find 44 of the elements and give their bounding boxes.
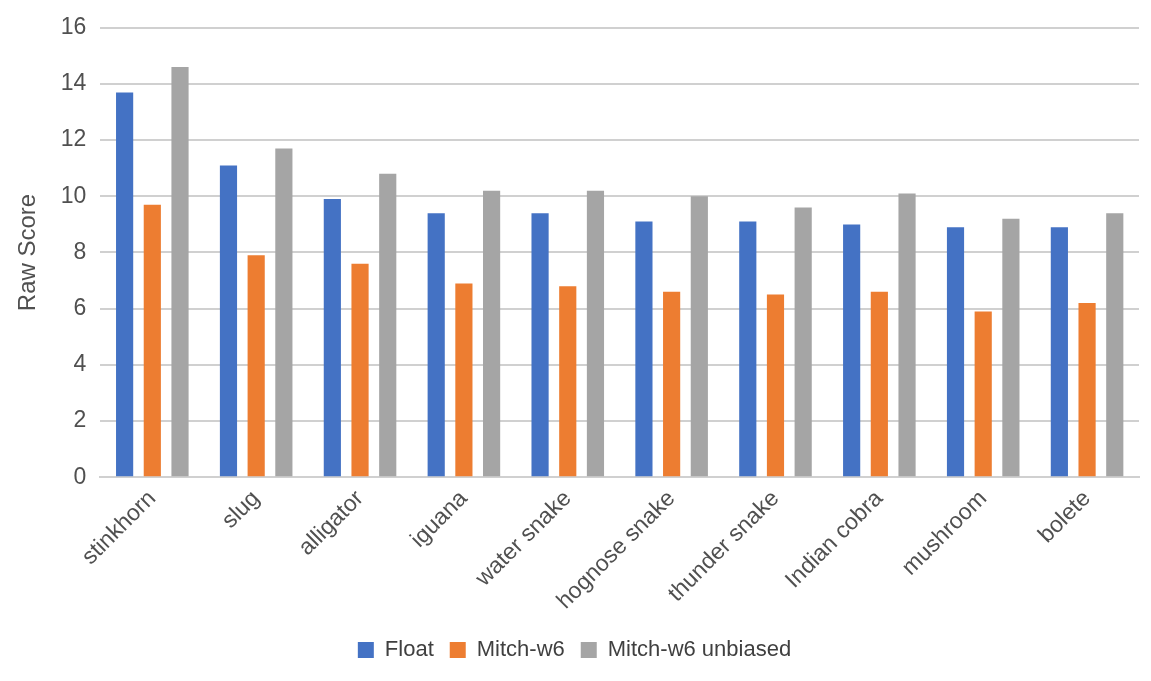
bar	[1106, 213, 1124, 477]
y-tick-label: 10	[60, 181, 87, 208]
bar	[635, 221, 653, 477]
bar	[219, 165, 238, 477]
y-tick-label: 12	[60, 125, 87, 152]
bar	[1078, 303, 1096, 477]
bar	[455, 283, 473, 477]
bar	[898, 193, 916, 477]
legend-label: Mitch-w6	[476, 636, 565, 662]
y-tick-label: 2	[73, 406, 87, 433]
bar	[843, 224, 861, 477]
y-tick-label: 0	[73, 462, 87, 489]
bar	[143, 204, 161, 477]
bar	[870, 291, 888, 477]
bar	[690, 196, 708, 477]
y-tick-label: 4	[73, 350, 87, 377]
legend-label: Float	[384, 636, 434, 662]
bar	[323, 199, 341, 477]
bar	[247, 255, 265, 477]
bar	[794, 207, 812, 477]
bar	[739, 221, 757, 477]
bar	[531, 213, 549, 477]
bar	[586, 190, 605, 477]
bar	[663, 291, 681, 477]
bar	[1050, 227, 1068, 477]
bar	[379, 173, 397, 477]
x-tick-label: slug	[215, 484, 265, 533]
y-axis-title: Raw Score	[13, 193, 41, 312]
bar	[275, 148, 293, 477]
bar	[766, 294, 785, 477]
bar	[483, 190, 501, 477]
bar	[1002, 218, 1020, 477]
legend-label: Mitch-w6 unbiased	[607, 636, 792, 662]
y-tick-label: 6	[73, 294, 87, 320]
y-tick-label: 16	[60, 13, 87, 40]
bar	[946, 227, 965, 477]
bar	[974, 311, 992, 477]
bar	[171, 67, 189, 477]
y-tick-label: 8	[73, 237, 87, 264]
bar	[116, 92, 134, 477]
bar	[427, 213, 445, 477]
bar	[559, 286, 577, 477]
y-tick-label: 14	[60, 69, 87, 96]
bar	[351, 263, 369, 477]
